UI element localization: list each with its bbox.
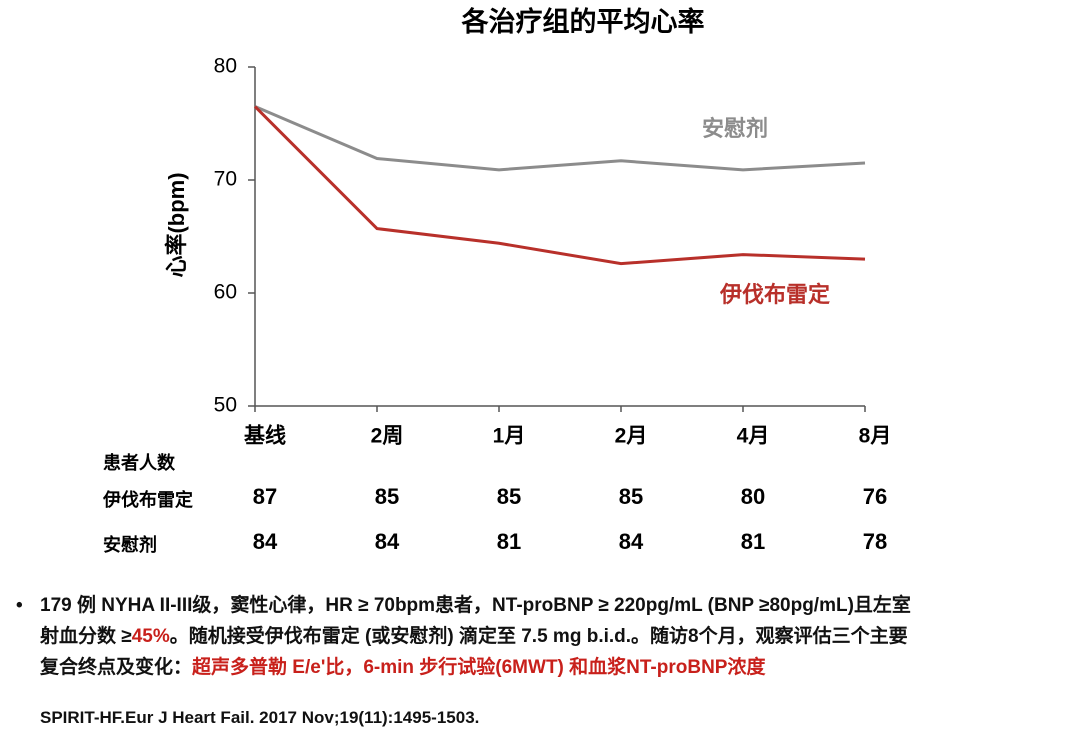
x-tick-label: 8月 [859, 425, 892, 448]
table-cell: 84 [619, 529, 644, 554]
x-tick-label: 基线 [244, 424, 286, 448]
note-text: 45% [131, 626, 170, 647]
y-tick-label: 50 [214, 394, 237, 417]
table-cell: 84 [375, 529, 400, 554]
series-line [253, 105, 866, 266]
table-cell: 78 [863, 529, 887, 554]
note-text: 射血分数 ≥ [40, 626, 132, 647]
note-line: 复合终点及变化：超声多普勒 E/e'比，6-min 步行试验(6MWT) 和血浆… [16, 652, 1076, 683]
y-tick-label: 80 [214, 55, 237, 78]
table-row-name: 安慰剂 [103, 534, 157, 555]
table-cell: 81 [741, 529, 765, 554]
legend-label: 安慰剂 [702, 116, 768, 141]
note-line: 射血分数 ≥45%。随机接受伊伐布雷定 (或安慰剂) 滴定至 7.5 mg b.… [16, 621, 1076, 652]
table-row-name: 伊伐布雷定 [102, 489, 193, 510]
table-cell: 76 [863, 484, 887, 509]
table-cell: 84 [253, 529, 278, 554]
table-cell: 87 [253, 484, 277, 509]
y-tick-label: 70 [214, 168, 237, 191]
chart-title: 各治疗组的平均心率 [461, 6, 705, 37]
table-cell: 80 [741, 484, 765, 509]
table-cell: 81 [497, 529, 521, 554]
y-tick-label: 60 [214, 281, 237, 304]
note-text: 复合终点及变化： [40, 657, 193, 678]
x-tick-label: 1月 [493, 425, 526, 448]
notes: • 179 例 NYHA II-III级，窦性心律，HR ≥ 70bpm患者，NT… [16, 590, 1076, 683]
y-axis-label: 心率(bpm) [164, 172, 189, 277]
note-text: 179 例 NYHA II-III级，窦性心律，HR ≥ 70bpm患者，NT-… [40, 595, 911, 616]
series-line [254, 105, 866, 172]
note-line: • 179 例 NYHA II-III级，窦性心律，HR ≥ 70bpm患者，NT… [16, 590, 1076, 621]
legend-label: 伊伐布雷定 [719, 282, 830, 307]
table-cell: 85 [619, 484, 643, 509]
table-title: 患者人数 [103, 452, 176, 473]
note-text: 超声多普勒 E/e'比，6-min 步行试验(6MWT) 和血浆NT-proBN… [192, 657, 766, 678]
bullet: • [16, 595, 23, 616]
x-tick-label: 2周 [371, 425, 404, 448]
x-tick-label: 2月 [615, 425, 648, 448]
table-cell: 85 [497, 484, 521, 509]
x-tick-label: 4月 [737, 425, 770, 448]
table-cell: 85 [375, 484, 399, 509]
note-text: 。随机接受伊伐布雷定 (或安慰剂) 滴定至 7.5 mg b.i.d.。随访8个… [169, 626, 908, 647]
chart: 各治疗组的平均心率 心率(bpm) 患者人数 50 60 70 80 基线 2周 1月 2月 4… [102, 6, 892, 555]
citation: SPIRIT-HF.Eur J Heart Fail. 2017 Nov;19(… [40, 708, 480, 727]
